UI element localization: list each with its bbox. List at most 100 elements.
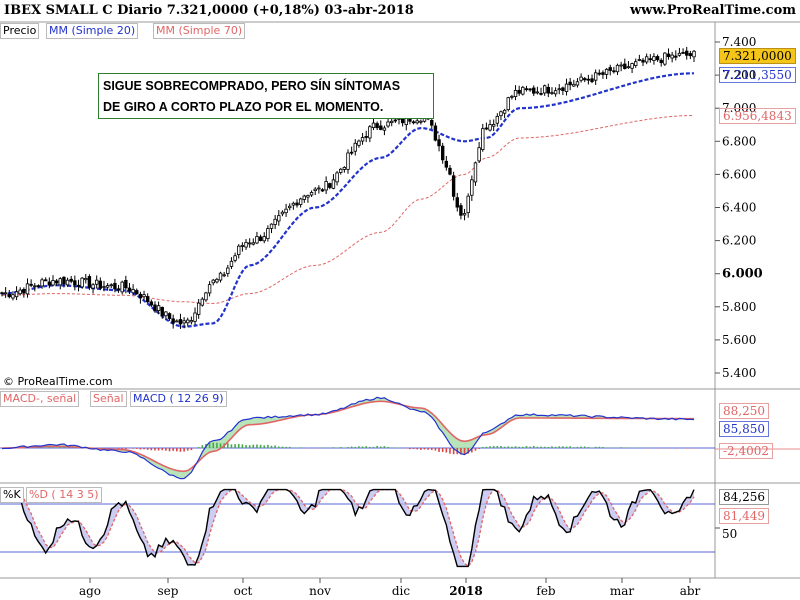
candle-body xyxy=(7,293,11,298)
candle-body xyxy=(298,198,303,205)
candle-body xyxy=(222,274,226,277)
candle-body xyxy=(339,168,343,173)
candle-body xyxy=(440,145,445,161)
candle-body xyxy=(40,279,44,287)
candle-body xyxy=(149,301,154,306)
candle-body xyxy=(240,244,245,247)
candle-body xyxy=(84,278,88,281)
candle-body xyxy=(51,280,55,286)
candle-body xyxy=(641,59,645,63)
candle-body xyxy=(200,298,205,306)
candle-body xyxy=(295,202,299,206)
legend-k: %K xyxy=(0,487,24,503)
candle-body xyxy=(415,120,419,124)
candle-body xyxy=(127,287,132,292)
candle-body xyxy=(353,142,357,152)
candle-body xyxy=(608,67,612,71)
price-tick-label: 7.400 xyxy=(722,35,756,49)
candle-body xyxy=(153,304,157,312)
candle-body xyxy=(171,318,175,324)
candle-body xyxy=(364,136,368,138)
candle-body xyxy=(266,228,270,239)
candle-body xyxy=(54,280,59,284)
candle-body xyxy=(535,91,540,94)
ma70-path xyxy=(2,115,694,305)
candle-body xyxy=(524,88,529,91)
candle-body xyxy=(178,319,183,325)
candle-body xyxy=(557,88,561,91)
panel-frames xyxy=(0,21,800,579)
legend-signal: Señal xyxy=(90,391,127,407)
candle-body xyxy=(145,296,150,303)
candle-body xyxy=(575,81,580,86)
candle-body xyxy=(517,89,521,94)
candle-body xyxy=(623,63,627,69)
candle-body xyxy=(302,195,306,200)
stochastic-panel xyxy=(0,488,720,568)
candle-body xyxy=(652,56,656,61)
candle-body xyxy=(251,242,256,245)
candle-body xyxy=(481,128,485,150)
candle-body xyxy=(131,289,135,294)
source-url: www.ProRealTime.com xyxy=(629,3,796,18)
candle-body xyxy=(164,311,168,317)
candle-body xyxy=(590,78,594,83)
candle-body xyxy=(317,187,321,190)
candle-body xyxy=(25,283,30,295)
price-tick-label: 5.800 xyxy=(722,300,756,314)
candle-body xyxy=(69,278,73,282)
annotation-line-1: SIGUE SOBRECOMPRADO, PERO SÍN SÍNTOMAS xyxy=(103,79,401,93)
x-tick-label: feb xyxy=(536,584,556,598)
legend-d: %D ( 14 3 5) xyxy=(26,487,102,503)
candle-body xyxy=(455,197,459,208)
candle-body xyxy=(138,293,143,299)
candle-body xyxy=(583,78,587,81)
candle-body xyxy=(430,119,434,126)
candle-body xyxy=(211,279,215,284)
candle-body xyxy=(506,97,510,111)
x-tick-label: ago xyxy=(79,584,101,598)
candle-body xyxy=(375,123,379,129)
candle-body xyxy=(215,278,219,283)
legend-macd: MACD ( 12 26 9) xyxy=(130,391,227,407)
candle-body xyxy=(218,272,223,281)
candle-body xyxy=(484,127,489,130)
candle-body xyxy=(462,213,467,216)
macd-line xyxy=(1,396,695,480)
candle-body xyxy=(655,56,660,61)
candle-body xyxy=(634,61,638,66)
candle-body xyxy=(65,279,70,286)
copyright: © ProRealTime.com xyxy=(3,375,113,388)
candle-body xyxy=(309,192,314,196)
x-tick-label: dic xyxy=(392,584,411,598)
candle-body xyxy=(546,86,551,94)
candle-body xyxy=(324,181,328,191)
candle-body xyxy=(612,70,616,73)
candle-body xyxy=(342,167,347,170)
candle-body xyxy=(502,109,507,114)
legend-ma20: MM (Simple 20) xyxy=(46,23,139,39)
candle-body xyxy=(3,292,8,295)
candle-body xyxy=(688,53,693,57)
candle-body xyxy=(586,78,591,81)
candle-body xyxy=(229,260,234,267)
candle-body xyxy=(320,189,325,192)
candle-body xyxy=(116,288,121,291)
price-tick-label: 5.400 xyxy=(722,366,756,380)
annotation-line-2: DE GIRO A CORTO PLAZO POR EL MOMENTO. xyxy=(103,100,384,114)
x-tick-label: sep xyxy=(158,584,179,598)
candle-body xyxy=(539,93,543,95)
candle-body xyxy=(255,236,259,244)
stoch-k-line xyxy=(1,488,695,568)
ma20-value-box: 7.211,3550 xyxy=(719,67,796,83)
candle-body xyxy=(382,127,387,131)
candle-body xyxy=(335,172,339,183)
candle-body xyxy=(604,68,609,75)
candle-body xyxy=(550,92,554,94)
candle-body xyxy=(513,90,518,97)
macd-signal-value: 88,250 xyxy=(719,403,769,419)
candle-body xyxy=(444,160,449,168)
candle-body xyxy=(87,276,92,288)
candle-body xyxy=(124,279,128,289)
chart-header: IBEX SMALL C Diario 7.321,0000 (+0,18%) … xyxy=(0,0,800,22)
